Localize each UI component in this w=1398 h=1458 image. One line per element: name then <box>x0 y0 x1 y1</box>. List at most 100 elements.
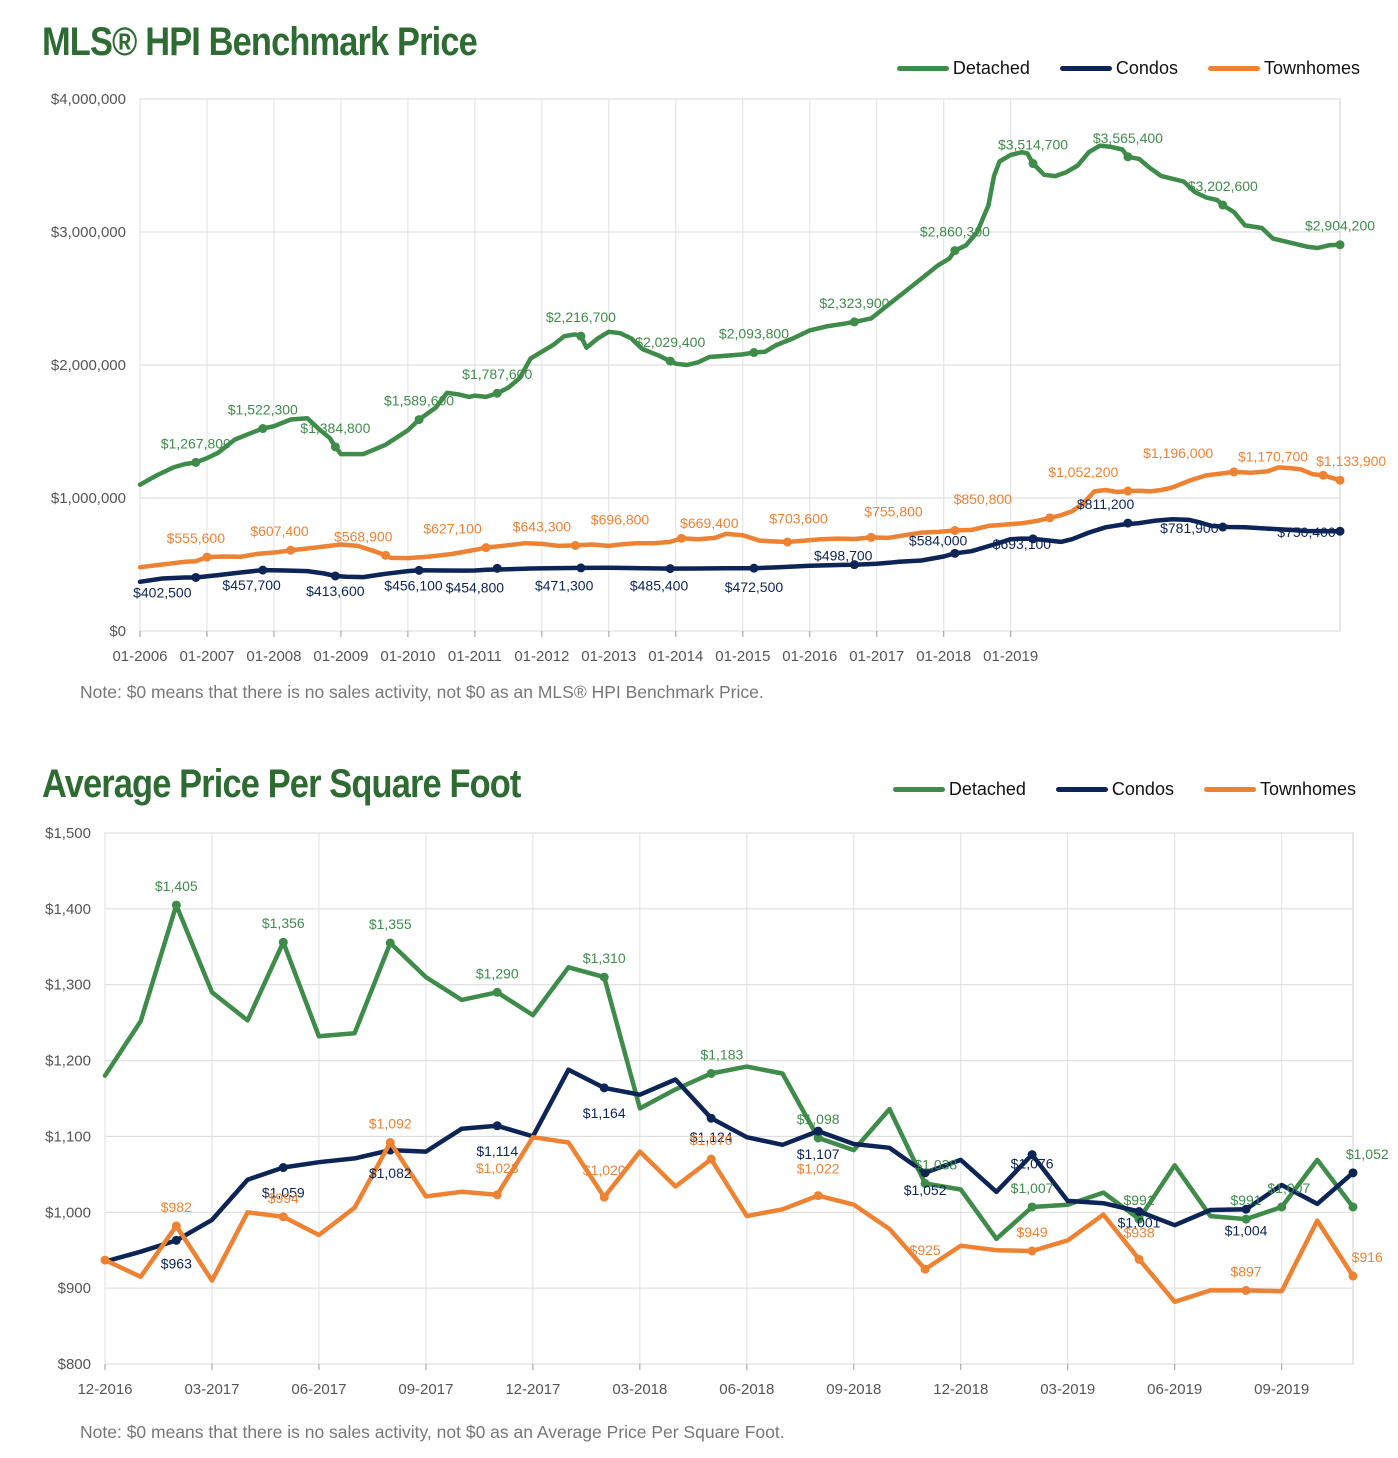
data-label-condos: $963 <box>161 1255 192 1271</box>
data-label-detached: $1,052 <box>1346 1146 1389 1162</box>
data-point-condos <box>1027 1150 1037 1160</box>
data-label-condos: $1,082 <box>369 1165 412 1181</box>
data-point-townhomes <box>202 552 212 562</box>
y-tick-label: $0 <box>109 623 126 640</box>
data-label-townhomes: $755,800 <box>864 503 923 519</box>
data-label-condos: $584,000 <box>909 532 968 548</box>
data-point-condos <box>330 571 340 581</box>
data-label-condos: $1,164 <box>583 1105 626 1121</box>
data-point-townhomes <box>676 533 686 543</box>
data-label-detached: $1,098 <box>797 1111 840 1127</box>
data-label-detached: $1,522,300 <box>228 402 298 418</box>
x-tick-label: 01-2015 <box>715 648 770 665</box>
data-point-townhomes <box>706 1154 716 1164</box>
legend-item-detached: Detached <box>892 779 1026 800</box>
data-label-condos: $413,600 <box>306 583 365 599</box>
data-label-detached: $2,904,200 <box>1305 218 1375 234</box>
data-label-condos: $1,124 <box>690 1129 733 1145</box>
data-point-detached <box>1348 1202 1358 1212</box>
x-tick-label: 09-2019 <box>1254 1381 1309 1398</box>
data-point-detached <box>414 415 424 425</box>
data-label-detached: $1,183 <box>700 1046 743 1062</box>
data-label-townhomes: $925 <box>910 1242 941 1258</box>
data-point-detached <box>171 900 181 910</box>
legend-label: Townhomes <box>1263 58 1360 78</box>
x-tick-label: 01-2006 <box>112 648 167 665</box>
data-label-condos: $1,114 <box>476 1143 518 1159</box>
data-label-detached: $1,290 <box>476 965 519 981</box>
data-label-townhomes: $949 <box>1017 1224 1048 1240</box>
data-point-townhomes <box>1229 467 1239 477</box>
data-point-detached <box>330 442 340 452</box>
data-point-detached <box>191 457 201 467</box>
data-point-condos <box>191 572 201 582</box>
data-label-townhomes: $555,600 <box>167 530 226 546</box>
data-label-townhomes: $916 <box>1352 1249 1383 1265</box>
data-label-detached: $1,356 <box>262 915 305 931</box>
data-point-detached <box>599 972 609 982</box>
x-tick-label: 03-2017 <box>184 1381 239 1398</box>
data-label-townhomes: $1,170,700 <box>1238 448 1308 464</box>
data-label-detached: $2,029,400 <box>635 334 705 350</box>
data-point-condos <box>492 563 502 573</box>
legend-swatch-condos <box>1059 66 1112 71</box>
data-label-detached: $3,565,400 <box>1093 130 1163 146</box>
data-point-detached <box>1277 1202 1287 1212</box>
data-label-condos: $1,107 <box>797 1146 840 1162</box>
data-point-detached <box>385 938 395 948</box>
price-per-sqft-chart: Average Price Per Square Foot Detached C… <box>0 735 1398 1458</box>
legend-item-condos: Condos <box>1059 58 1178 79</box>
y-tick-label: $1,100 <box>45 1128 91 1145</box>
data-label-condos: $456,100 <box>384 577 443 593</box>
data-label-townhomes: $982 <box>161 1199 192 1215</box>
x-tick-label: 01-2007 <box>179 648 234 665</box>
data-point-condos <box>1241 1204 1251 1214</box>
data-point-townhomes <box>1134 1254 1144 1264</box>
data-label-townhomes: $1,196,000 <box>1143 445 1213 461</box>
y-tick-label: $1,300 <box>45 977 91 994</box>
x-tick-label: 01-2012 <box>514 648 569 665</box>
y-tick-label: $3,000,000 <box>51 224 126 241</box>
data-label-townhomes: $627,100 <box>423 521 482 537</box>
data-label-condos: $402,500 <box>133 584 192 600</box>
data-label-condos: $750,400 <box>1277 524 1336 540</box>
data-label-townhomes: $1,133,900 <box>1316 453 1386 469</box>
data-label-townhomes: $643,300 <box>513 518 572 534</box>
y-tick-label: $900 <box>58 1280 91 1297</box>
data-label-townhomes: $994 <box>268 1190 299 1206</box>
data-label-detached: $1,310 <box>583 950 626 966</box>
y-tick-label: $2,000,000 <box>51 357 126 374</box>
data-label-townhomes: $850,800 <box>954 491 1013 507</box>
data-point-townhomes <box>1045 513 1055 523</box>
data-label-condos: $471,300 <box>535 577 594 593</box>
legend-item-townhomes: Townhomes <box>1203 779 1356 800</box>
data-point-detached <box>1335 240 1345 250</box>
data-point-condos <box>920 1168 930 1178</box>
data-point-townhomes <box>782 537 792 547</box>
data-point-condos <box>492 1121 502 1131</box>
data-label-condos: $1,076 <box>1011 1156 1054 1172</box>
chart-note: Note: $0 means that there is no sales ac… <box>80 1422 785 1442</box>
data-label-detached: $1,355 <box>369 916 412 932</box>
data-label-detached: $2,323,900 <box>819 295 889 311</box>
x-tick-label: 06-2018 <box>719 1381 774 1398</box>
data-point-detached <box>920 1178 930 1188</box>
data-label-condos: $498,700 <box>814 548 873 564</box>
data-point-townhomes <box>481 543 491 553</box>
x-tick-label: 09-2018 <box>826 1381 881 1398</box>
data-label-condos: $781,900 <box>1160 520 1219 536</box>
data-label-detached: $1,787,600 <box>462 366 532 382</box>
x-tick-label: 12-2016 <box>77 1381 132 1398</box>
chart-note: Note: $0 means that there is no sales ac… <box>80 682 764 702</box>
x-tick-label: 03-2019 <box>1040 1381 1095 1398</box>
legend-label: Detached <box>948 779 1026 799</box>
data-label-townhomes: $703,600 <box>769 510 828 526</box>
x-tick-label: 06-2017 <box>291 1381 346 1398</box>
data-point-detached <box>492 388 502 398</box>
data-label-condos: $457,700 <box>222 577 281 593</box>
data-point-townhomes <box>1318 470 1328 480</box>
data-label-condos: $693,100 <box>993 536 1052 552</box>
data-label-townhomes: $1,052,200 <box>1048 464 1118 480</box>
series-line-townhomes <box>102 1134 1356 1305</box>
data-label-townhomes: $1,023 <box>476 1160 519 1176</box>
